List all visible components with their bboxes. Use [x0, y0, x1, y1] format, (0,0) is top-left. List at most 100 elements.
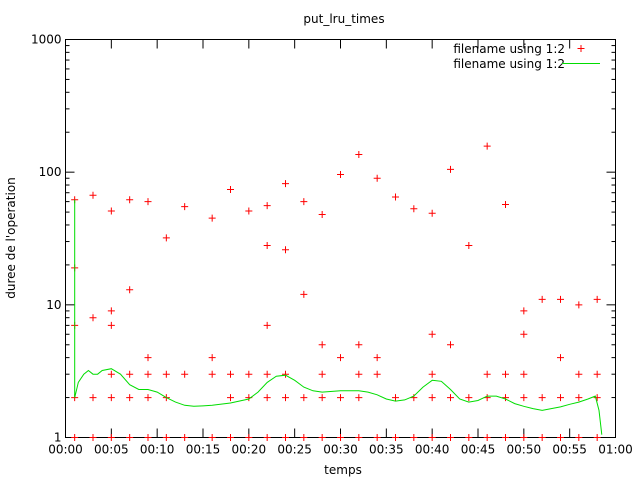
data-point: [483, 142, 491, 150]
legend-entry-line-label: filename using 1:2: [453, 57, 565, 71]
data-point: [520, 434, 528, 441]
data-point: [126, 370, 134, 378]
data-point: [263, 202, 271, 210]
data-point: [208, 354, 216, 362]
data-point: [162, 370, 170, 378]
data-point: [447, 394, 454, 402]
data-point: [593, 295, 601, 303]
data-point: [337, 434, 344, 441]
data-point: [245, 207, 253, 215]
data-point: [162, 434, 170, 441]
x-axis-label: temps: [324, 463, 362, 477]
data-point: [337, 171, 344, 179]
data-point: [355, 370, 363, 378]
data-point: [263, 434, 271, 441]
x-tick-label: 00:00: [48, 443, 83, 457]
data-point: [575, 301, 583, 309]
y-axis-label: duree de l'operation: [4, 177, 18, 299]
data-point: [89, 314, 97, 322]
data-point: [227, 186, 234, 194]
data-point: [465, 434, 473, 441]
data-point: [557, 354, 564, 362]
data-point: [373, 354, 381, 362]
data-point: [282, 394, 289, 402]
y-tick-label: 100: [39, 165, 62, 179]
data-point: [126, 196, 134, 204]
data-point: [89, 191, 97, 199]
data-point: [538, 295, 546, 303]
x-axis: 00:00 00:05 00:10 00:15 00:20 00:25 00:30 00:35…: [48, 39, 633, 457]
data-point: [318, 434, 326, 441]
data-point: [227, 434, 234, 441]
data-point: [144, 354, 152, 362]
data-point: [300, 434, 308, 441]
y-tick-label: 1000: [31, 33, 62, 47]
data-point: [181, 434, 189, 441]
data-point: [282, 246, 289, 254]
data-point: [318, 341, 326, 349]
data-point: [373, 174, 381, 182]
data-point: [355, 341, 363, 349]
data-point: [126, 286, 134, 294]
data-point: [107, 434, 115, 441]
data-point: [263, 370, 271, 378]
data-point: [447, 434, 454, 441]
data-point: [520, 307, 528, 315]
data-point: [126, 434, 134, 441]
chart-title: put_lru_times: [303, 12, 384, 26]
data-point: [502, 201, 509, 209]
data-point: [263, 394, 271, 402]
data-point: [502, 370, 509, 378]
data-point: [520, 330, 528, 338]
data-point: [373, 434, 381, 441]
legend: filename using 1:2 filename using 1:2: [453, 42, 600, 71]
legend-entry-points-marker: [577, 45, 585, 52]
x-tick-label: 00:05: [94, 443, 129, 457]
x-tick-label: 00:30: [323, 443, 358, 457]
data-point: [392, 394, 399, 402]
data-point: [557, 434, 564, 441]
data-point: [538, 394, 546, 402]
data-point: [144, 394, 152, 402]
data-point: [392, 434, 399, 441]
data-point: [300, 394, 308, 402]
data-point: [208, 434, 216, 441]
data-point: [483, 434, 491, 441]
data-point: [373, 370, 381, 378]
data-point: [263, 242, 271, 250]
data-point: [355, 150, 363, 158]
legend-entry-points-label: filename using 1:2: [453, 42, 565, 56]
data-point: [263, 321, 271, 329]
data-point: [575, 434, 583, 441]
data-point: [538, 434, 546, 441]
x-tick-label: 00:50: [507, 443, 542, 457]
x-tick-label: 00:55: [552, 443, 587, 457]
legend-point-plus: [577, 45, 585, 52]
data-point: [208, 214, 216, 222]
data-point: [107, 207, 115, 215]
x-tick-label: 00:25: [277, 443, 312, 457]
data-point: [181, 370, 189, 378]
data-point: [502, 394, 509, 402]
data-point: [410, 434, 418, 441]
data-point: [282, 180, 289, 188]
data-point: [144, 370, 152, 378]
y-tick-label: 1: [54, 431, 62, 445]
x-tick-label: 00:15: [186, 443, 221, 457]
data-point: [282, 370, 289, 378]
x-tick-label: 00:20: [232, 443, 267, 457]
data-point: [89, 434, 97, 441]
data-point: [337, 354, 344, 362]
data-point: [107, 370, 115, 378]
data-point: [144, 198, 152, 206]
data-point: [447, 341, 454, 349]
data-point: [245, 434, 253, 441]
series-line: [74, 199, 603, 435]
x-tick-label: 00:45: [461, 443, 496, 457]
data-point: [428, 209, 436, 217]
data-point: [126, 394, 134, 402]
data-point: [144, 434, 152, 441]
plot-frame: [65, 39, 616, 438]
data-point: [318, 370, 326, 378]
data-point: [428, 330, 436, 338]
